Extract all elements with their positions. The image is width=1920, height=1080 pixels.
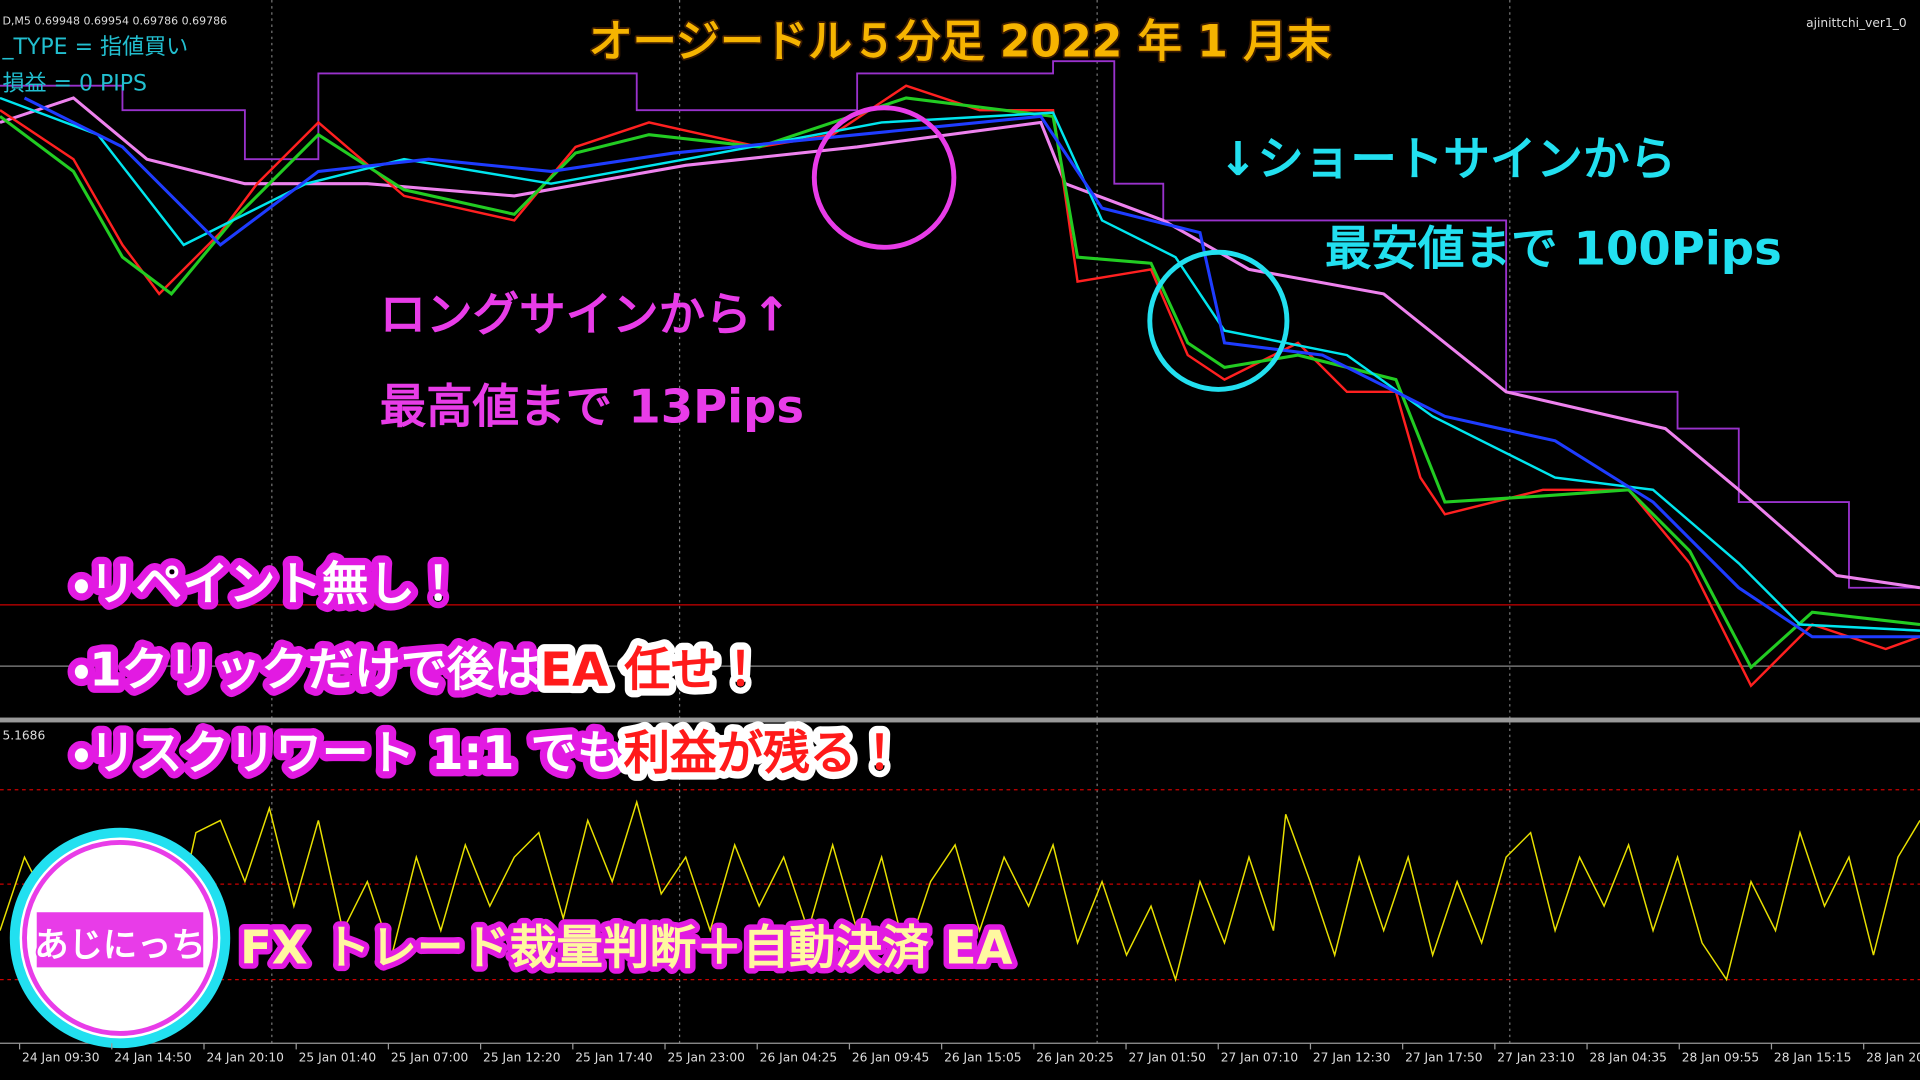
logo-ring — [22, 840, 218, 1036]
x-tick-label: 26 Jan 04:25 — [760, 1051, 837, 1065]
x-tick-label: 27 Jan 17:50 — [1405, 1051, 1482, 1065]
bullets: ・リペイント無し！ ・1クリックだけで後はEA 任せ！ ・リスクリワート 1:1… — [66, 550, 910, 788]
vertical-grid — [271, 0, 1511, 1044]
x-tick-label: 28 Jan 04:35 — [1590, 1051, 1667, 1065]
title: オージードル５分足 2022 年 1 月末 — [589, 16, 1332, 67]
x-tick-label: 26 Jan 15:05 — [944, 1051, 1021, 1065]
long-sign-circle — [811, 105, 957, 250]
order-type: _TYPE = 指値買い — [1, 35, 188, 60]
x-tick-label: 27 Jan 23:10 — [1497, 1051, 1574, 1065]
bullet-highlight: EA 任せ！ — [540, 643, 764, 697]
x-tick-label: 27 Jan 12:30 — [1313, 1051, 1390, 1065]
bullet-highlight: 利益が残る！ — [624, 726, 903, 780]
x-tick-label: 24 Jan 14:50 — [114, 1051, 191, 1065]
long-annotation: 最高値まで 13Pips — [380, 379, 805, 433]
x-tick-label: 28 Jan 20: — [1866, 1051, 1920, 1065]
x-tick-label: 25 Jan 12:20 — [483, 1051, 560, 1065]
bullet-text: ・1クリックだけで後は — [73, 643, 540, 697]
logo-band — [36, 912, 204, 968]
bullet: ・リスクリワート 1:1 でも利益が残る！ — [73, 726, 902, 780]
x-tick-label: 25 Jan 07:00 — [391, 1051, 468, 1065]
x-axis-labels: 24 Jan 09:30 24 Jan 14:50 24 Jan 20:10 25 J… — [18, 1043, 1920, 1065]
x-tick-label: 26 Jan 09:45 — [852, 1051, 929, 1065]
bullet: ・1クリックだけで後はEA 任せ！ — [73, 643, 763, 697]
bullet-text: ・リスクリワート 1:1 でも — [73, 726, 623, 780]
indicator-label: 5.1686 — [2, 729, 45, 743]
bullet: ・リペイント無し！ — [73, 557, 461, 611]
price-lines — [0, 60, 1920, 688]
profit: 損益 = 0 PIPS — [2, 72, 147, 97]
x-tick-label: 28 Jan 09:55 — [1682, 1051, 1759, 1065]
panel-separator — [0, 717, 1920, 723]
short-annotation: 最安値まで 100Pips — [1325, 221, 1782, 275]
watermark: ajinittchi_ver1_0 — [1806, 16, 1907, 30]
x-tick-label: 25 Jan 17:40 — [575, 1051, 652, 1065]
banner: FX トレード裁量判断＋自動決済 EA — [240, 921, 1013, 975]
x-tick-label: 27 Jan 07:10 — [1221, 1051, 1298, 1065]
oscillator — [0, 799, 1920, 983]
short-sign-circle — [1147, 249, 1290, 392]
x-tick-label: 25 Jan 01:40 — [299, 1051, 376, 1065]
x-tick-label: 28 Jan 15:15 — [1774, 1051, 1851, 1065]
logo-text: あじにっち — [34, 925, 205, 965]
symbol-info: D,M5 0.69948 0.69954 0.69786 0.69786 — [2, 14, 227, 27]
x-tick-label: 25 Jan 23:00 — [667, 1051, 744, 1065]
x-tick-label: 27 Jan 01:50 — [1128, 1051, 1205, 1065]
x-tick-label: 24 Jan 09:30 — [22, 1051, 99, 1065]
x-tick-label: 24 Jan 20:10 — [206, 1051, 283, 1065]
x-tick-label: 26 Jan 20:25 — [1036, 1051, 1113, 1065]
long-annotation: ロングサインから↑ — [380, 288, 791, 342]
short-annotation: ↓ショートサインから — [1218, 132, 1676, 186]
